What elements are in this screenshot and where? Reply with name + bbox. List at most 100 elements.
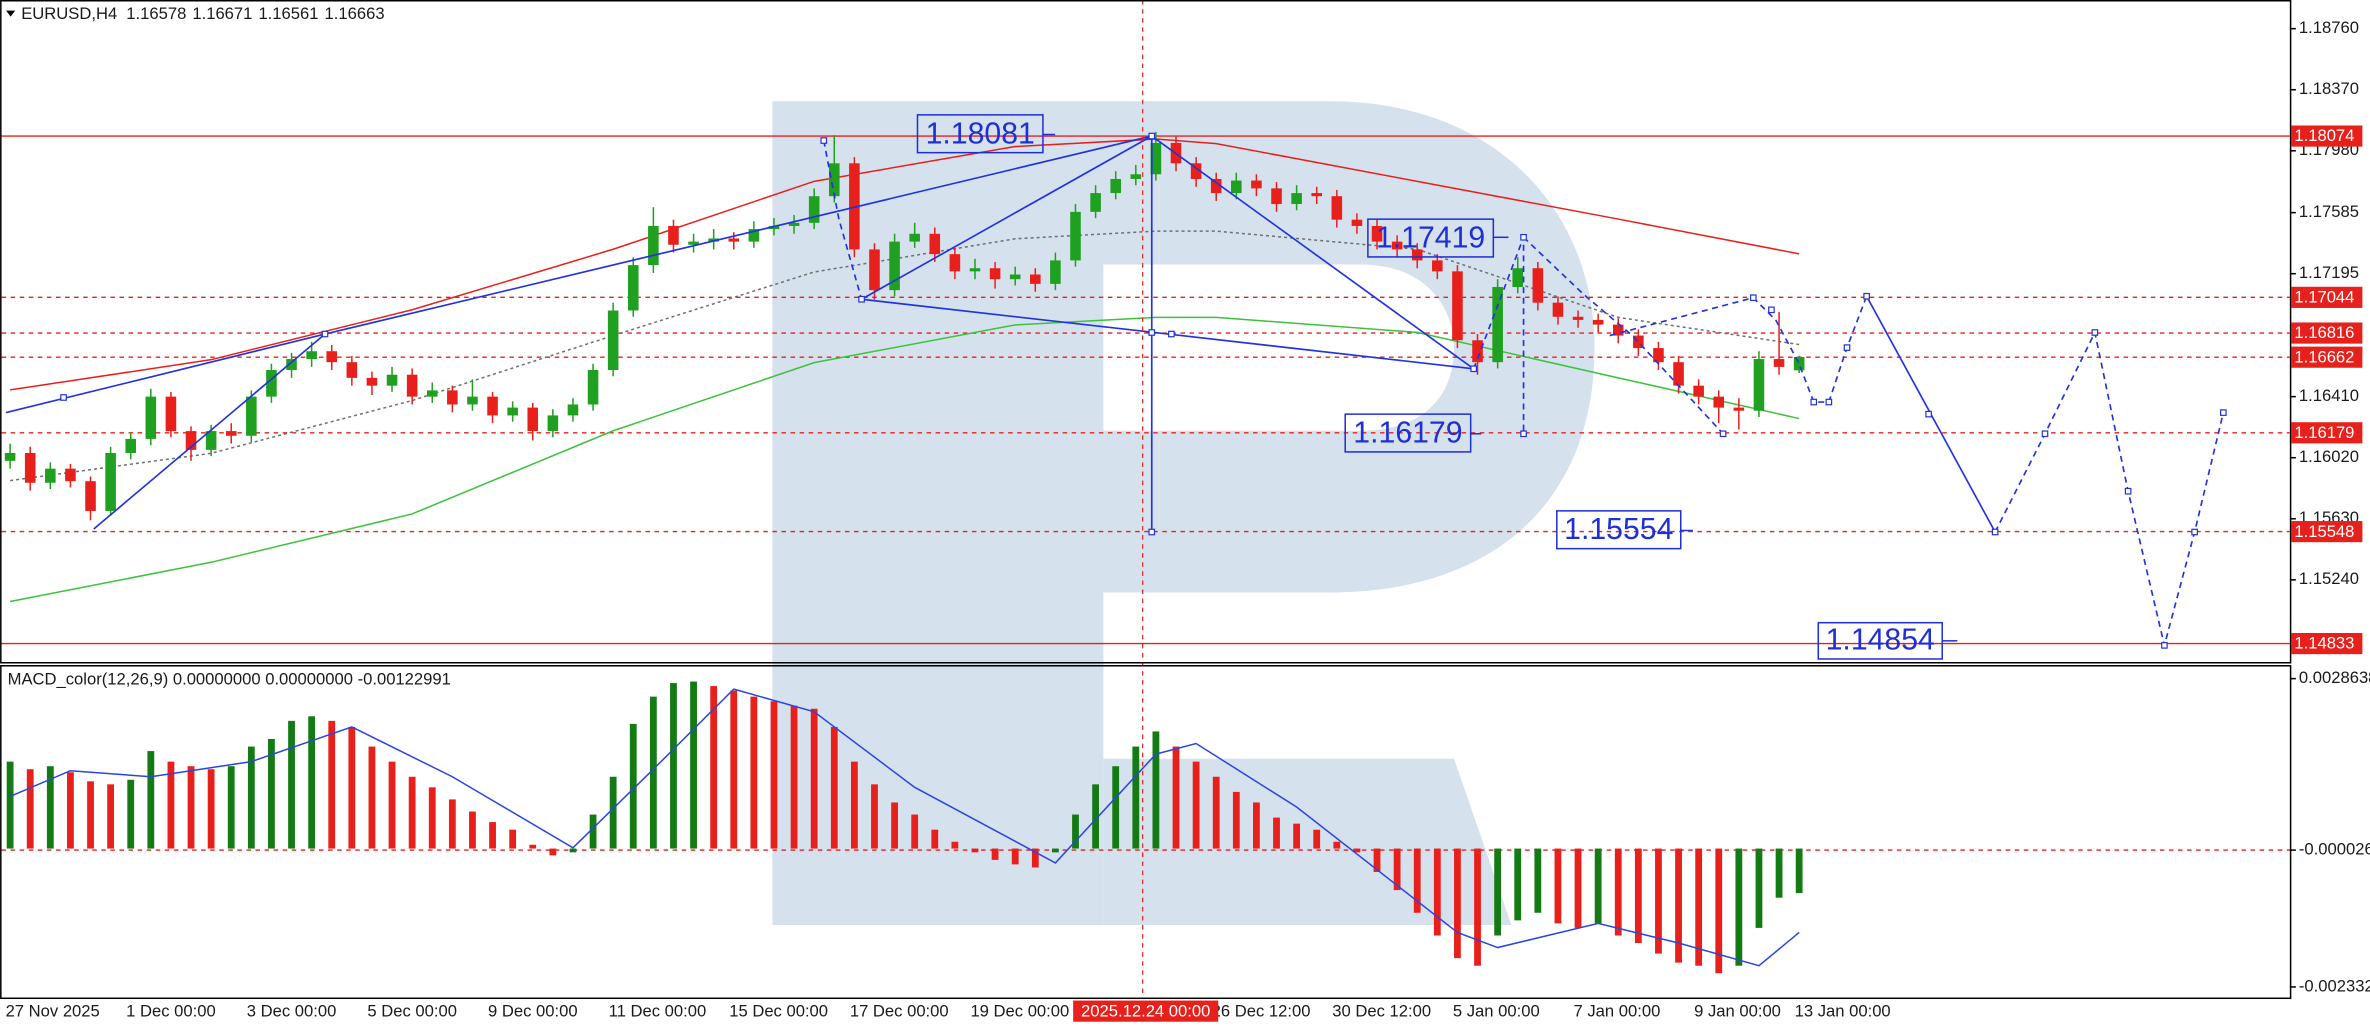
macd-bar xyxy=(1132,746,1140,849)
wave-node xyxy=(1148,528,1156,536)
candle-body xyxy=(627,265,639,311)
macd-bar xyxy=(227,766,235,849)
crosshair-label-bg xyxy=(1073,1000,1219,1022)
wave-node xyxy=(2191,528,2198,536)
y-tick-label: -0.000026 xyxy=(2299,839,2370,858)
candle-body xyxy=(1291,193,1302,205)
candle-body xyxy=(1673,362,1684,386)
y-tick-label: 1.18370 xyxy=(2299,79,2359,98)
macd-bar xyxy=(1353,848,1361,853)
candle-body xyxy=(266,370,277,397)
x-tick-label: 26 Dec 12:00 xyxy=(1212,1001,1311,1020)
macd-bar xyxy=(1433,848,1441,936)
candle-body xyxy=(1592,319,1604,325)
x-tick-label: 3 Dec 00:00 xyxy=(247,1001,337,1020)
macd-bar xyxy=(1695,848,1703,966)
macd-bar xyxy=(670,683,677,849)
candle-body xyxy=(1733,407,1745,411)
high: 1.16671 xyxy=(192,5,252,24)
candle-body xyxy=(1311,193,1323,197)
wave-node xyxy=(1991,528,1999,536)
macd-bar xyxy=(1454,848,1461,959)
macd-bar xyxy=(1112,766,1120,849)
menu-arrow[interactable] xyxy=(6,10,16,17)
macd-bar xyxy=(1172,746,1180,849)
x-tick-label: 11 Dec 00:00 xyxy=(609,1001,707,1020)
macd-bar xyxy=(167,761,175,849)
candle-body xyxy=(1492,287,1503,363)
forecast-line xyxy=(1609,295,1868,403)
wave-node xyxy=(1749,294,1757,302)
wave-node xyxy=(2091,329,2099,336)
candle-body xyxy=(788,222,800,226)
candle-body xyxy=(1231,180,1242,194)
candle-body xyxy=(1070,211,1081,261)
candle-body xyxy=(1050,260,1061,284)
candle-body xyxy=(768,225,780,230)
macd-bar xyxy=(107,784,115,849)
macd-bar xyxy=(428,787,436,849)
macd-bar xyxy=(991,848,999,860)
candle-body xyxy=(1090,193,1101,212)
candle-body xyxy=(1190,163,1202,179)
macd-bar xyxy=(649,696,657,849)
macd-bar xyxy=(1514,848,1522,921)
candle-body xyxy=(386,374,398,386)
wave-node xyxy=(1863,292,1870,300)
annotation: 1.16179 xyxy=(1353,417,1462,450)
level-label-bg xyxy=(2291,521,2363,543)
x-tick-label: 27 Nov 2025 xyxy=(6,1001,100,1020)
candle-body xyxy=(1130,174,1142,179)
candle-body xyxy=(165,396,177,432)
data-layer xyxy=(1,131,2290,974)
macd-bar xyxy=(368,746,376,849)
wave-node xyxy=(858,295,865,303)
y-tick-label: 1.18760 xyxy=(2299,18,2359,37)
macd-bar xyxy=(1534,848,1542,913)
y-tick-label: -0.0023322 xyxy=(2299,976,2370,995)
macd-bar xyxy=(931,829,939,849)
macd-bar xyxy=(1152,731,1160,849)
wave-node xyxy=(2124,487,2132,495)
candle-body xyxy=(547,415,559,432)
candle-body xyxy=(688,241,699,245)
macd-bar xyxy=(1594,848,1602,924)
macd-bar xyxy=(1554,848,1562,924)
wave-node xyxy=(1148,132,1156,140)
level-label-bg xyxy=(2291,422,2363,444)
macd-bar xyxy=(750,696,758,849)
candle-body xyxy=(447,390,458,405)
close: 1.16663 xyxy=(325,5,385,24)
macd-bar xyxy=(1212,776,1220,849)
candle-body xyxy=(65,468,76,482)
wave-node xyxy=(60,394,67,401)
wave-node xyxy=(1810,398,1818,406)
candle-body xyxy=(1391,241,1403,250)
level-label: 1.16662 xyxy=(2294,347,2354,366)
wave-node xyxy=(1825,398,1833,406)
annotation-box xyxy=(1367,218,1495,258)
candle-body xyxy=(346,362,358,378)
macd-bar xyxy=(1735,848,1743,966)
macd-bar xyxy=(971,848,979,853)
macd-bar xyxy=(509,829,517,849)
macd-bar xyxy=(1474,848,1481,966)
watermark xyxy=(1103,758,1512,925)
level-label-bg xyxy=(2291,632,2363,655)
x-tick-label: 5 Jan 00:00 xyxy=(1453,1001,1540,1020)
wave-node xyxy=(1470,365,1478,373)
x-tick-label: 9 Dec 00:00 xyxy=(488,1001,578,1020)
macd-bar xyxy=(790,705,798,849)
annotation: 1.17419 xyxy=(1376,222,1485,255)
x-tick-label: 1 Dec 00:00 xyxy=(126,1001,216,1020)
candle-body xyxy=(1612,324,1624,336)
macd-bar xyxy=(1031,848,1039,868)
macd-bar xyxy=(549,848,557,856)
macd-bar xyxy=(1614,848,1622,936)
macd-bar xyxy=(469,811,476,849)
macd-bar xyxy=(529,844,537,849)
macd-bar xyxy=(408,776,416,849)
macd-bar xyxy=(1273,817,1280,849)
chart-header: EURUSD,H4 1.16578 1.16671 1.16561 1.16663 xyxy=(21,5,384,24)
